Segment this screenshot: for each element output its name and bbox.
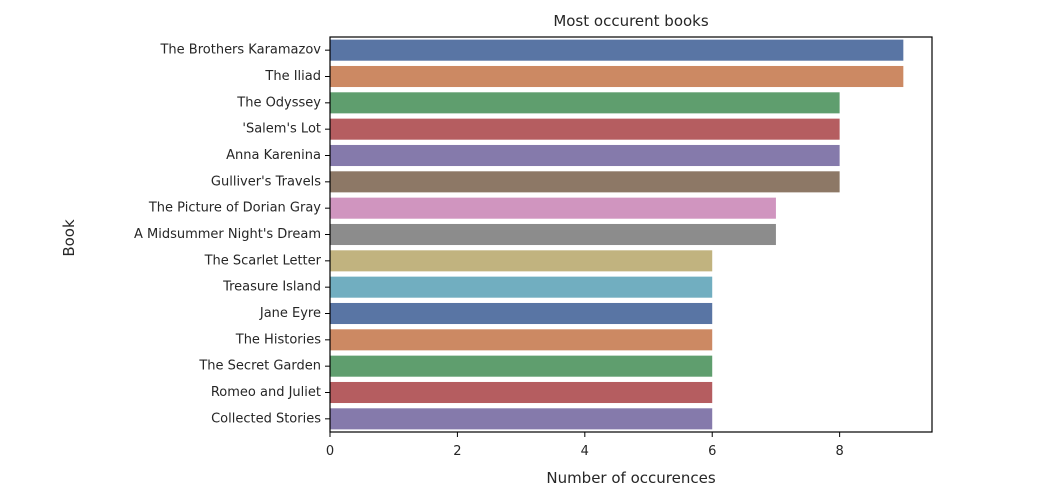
bar: [330, 118, 840, 140]
plot-frame: [329, 36, 933, 433]
x-tick-label: 4: [581, 444, 589, 459]
x-axis-label: Number of occurences: [546, 469, 715, 487]
y-tick-label: The Odyssey: [236, 95, 321, 110]
x-tick-label: 2: [453, 444, 461, 459]
y-tick-label: Romeo and Juliet: [211, 385, 321, 400]
x-tick-label: 6: [708, 444, 716, 459]
y-tick-label: The Scarlet Letter: [204, 253, 322, 268]
bars-group: [330, 39, 904, 430]
y-tick-label: Anna Karenina: [226, 148, 321, 163]
bar: [330, 381, 713, 404]
bar: [330, 302, 713, 325]
y-tick-label: The Picture of Dorian Gray: [148, 201, 321, 216]
x-tick-label: 8: [835, 444, 843, 459]
bar: [330, 39, 904, 61]
y-tick-label: 'Salem's Lot: [242, 122, 321, 137]
bar: [330, 223, 776, 246]
bar: [330, 171, 840, 193]
bar: [330, 250, 713, 272]
bar: [330, 144, 840, 167]
y-tick-label: The Secret Garden: [198, 359, 321, 374]
y-axis-ticks: The Brothers Karamazov The Iliad The Odyss…: [134, 43, 330, 426]
bar: [330, 197, 776, 219]
y-tick-label: Treasure Island: [222, 280, 321, 295]
y-tick-label: Collected Stories: [211, 411, 321, 426]
y-tick-label: The Iliad: [264, 69, 321, 84]
x-tick-label: 0: [326, 444, 334, 459]
bar: [330, 408, 713, 430]
bar: [330, 92, 840, 114]
bar: [330, 276, 713, 298]
y-tick-label: A Midsummer Night's Dream: [134, 227, 321, 242]
y-tick-label: Jane Eyre: [259, 306, 321, 321]
x-axis-ticks: 0 2 4 6 8: [326, 432, 844, 459]
bar: [330, 65, 904, 88]
y-tick-label: The Brothers Karamazov: [159, 43, 321, 58]
y-tick-label: Gulliver's Travels: [211, 174, 321, 189]
y-axis-label: Book: [60, 219, 78, 257]
y-tick-label: The Histories: [235, 332, 321, 347]
bar: [330, 329, 713, 351]
bar: [330, 355, 713, 377]
chart-title: Most occurent books: [553, 12, 709, 30]
